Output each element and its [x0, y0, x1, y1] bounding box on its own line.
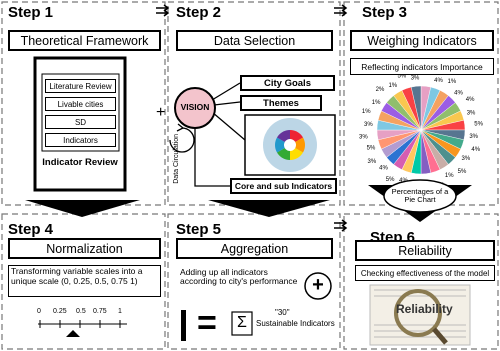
- scale-ticks: [39, 320, 121, 328]
- sigma-box: [231, 311, 253, 336]
- pie-label: 1%: [388, 83, 397, 89]
- donut: [274, 130, 306, 161]
- side-label: Data Circulation: [173, 133, 181, 184]
- scale-label: 0.75: [93, 308, 107, 315]
- count: "30": [275, 308, 290, 317]
- pie: 2%4%1%4%4%3%5%3%4%3%5%1%4%6%4%4%5%4%3%5%…: [359, 70, 484, 191]
- pie-label: 3%: [411, 75, 420, 81]
- step-title: Weighing Indicators: [350, 30, 494, 51]
- note: Percentages of a Pie Chart: [391, 187, 449, 205]
- flow-arrows: [156, 4, 348, 232]
- item: SD: [45, 115, 116, 129]
- vision-label: VISION: [180, 102, 210, 112]
- scale-label: 1: [118, 308, 122, 315]
- item: Literature Review: [45, 79, 116, 93]
- pie-label: 5%: [474, 122, 483, 128]
- plus-circle: [304, 272, 332, 300]
- step-label: Step 1: [8, 4, 54, 21]
- vision-circle: [174, 87, 216, 129]
- magnifier: [394, 289, 442, 337]
- step-label: Step 2: [176, 4, 222, 21]
- description: Transforming variable scales into a uniq…: [8, 265, 161, 297]
- pie-label: 3%: [364, 122, 373, 128]
- panel: [1, 1, 166, 206]
- pie-label: 3%: [359, 134, 368, 140]
- pie-label: 3%: [368, 159, 377, 165]
- pie-slice: [410, 85, 422, 131]
- note-ellipse: [383, 179, 457, 213]
- pie-label: 4%: [454, 91, 463, 97]
- step-title: Reliability: [355, 240, 495, 261]
- connectors: [169, 82, 246, 187]
- plus: +: [156, 104, 166, 121]
- caption: Indicator Review: [42, 157, 118, 168]
- pie-label: 5%: [398, 73, 407, 79]
- scale-label: 0.25: [53, 308, 67, 315]
- description: Checking effectiveness of the model: [355, 265, 495, 281]
- scale-pointer: [66, 330, 80, 337]
- sigma-symbol: Σ: [237, 314, 247, 331]
- down-arrow: [25, 200, 140, 217]
- image-text: Reliability: [396, 302, 453, 316]
- pie-label: 5%: [386, 177, 395, 183]
- step-title: Data Selection: [176, 30, 333, 51]
- goal-box: Core and sub Indicators: [230, 178, 337, 194]
- plus-symbol: +: [312, 274, 324, 296]
- bar-symbol: [181, 310, 186, 341]
- pie-label: 3%: [462, 156, 471, 162]
- scale-label: 0: [37, 308, 41, 315]
- panel: [343, 213, 499, 350]
- down-arrow: [208, 200, 330, 217]
- magnifier-handle: [432, 327, 448, 345]
- subtitle: Reflecting indicators Importance: [350, 58, 494, 75]
- count-label: Sustainable Indicators: [256, 319, 335, 328]
- pie-label: 1%: [448, 79, 457, 85]
- pie-label: 5%: [367, 146, 376, 152]
- step-title: Aggregation: [176, 238, 333, 259]
- goal-box: City Goals: [240, 75, 335, 91]
- description: Adding up all indicators according to ci…: [180, 267, 298, 287]
- pie-label: 4%: [466, 97, 475, 103]
- pie-label: 4%: [434, 78, 443, 84]
- equals-symbol: =: [197, 304, 217, 342]
- step-title: Theoretical Framework: [8, 30, 161, 51]
- pie-label: 3%: [469, 134, 478, 140]
- scale-label: 0.5: [76, 308, 86, 315]
- panel: [167, 213, 341, 350]
- pie-label: 1%: [445, 173, 454, 179]
- step-label: Step 5: [176, 221, 222, 238]
- pie-label: 1%: [372, 100, 381, 106]
- pie-label: 1%: [362, 109, 371, 115]
- pie-label: 5%: [458, 169, 467, 175]
- step-title: Normalization: [8, 238, 161, 259]
- pie-label: 4%: [471, 147, 480, 153]
- step-label: Step 4: [8, 221, 54, 238]
- pie-label: 4%: [379, 165, 388, 171]
- item: Livable cities: [45, 97, 116, 111]
- step-label: Step 3: [362, 4, 408, 21]
- pie-label: 2%: [376, 87, 385, 93]
- item: Indicators: [45, 133, 116, 147]
- pie-label: 3%: [467, 110, 476, 116]
- goal-box: Themes: [240, 95, 322, 111]
